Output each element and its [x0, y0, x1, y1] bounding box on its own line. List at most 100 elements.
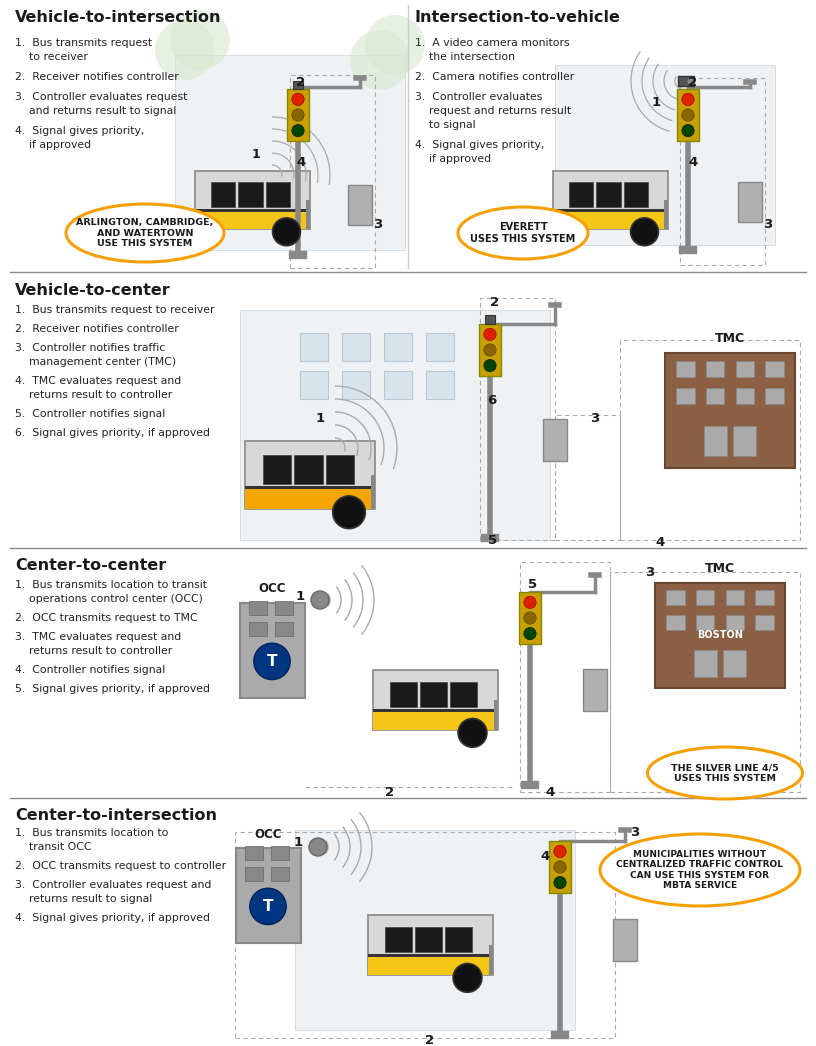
- Bar: [704, 426, 727, 456]
- Text: 3.  Controller evaluates request
    and returns result to signal: 3. Controller evaluates request and retu…: [15, 92, 188, 116]
- Text: 5: 5: [489, 535, 498, 547]
- Text: ARLINGTON, CAMBRIDGE,
AND WATERTOWN
USE THIS SYSTEM: ARLINGTON, CAMBRIDGE, AND WATERTOWN USE …: [77, 219, 214, 248]
- Bar: [384, 333, 412, 361]
- Bar: [249, 600, 268, 615]
- Text: 3: 3: [645, 567, 654, 579]
- Bar: [519, 592, 541, 644]
- Bar: [342, 371, 370, 399]
- Text: MUNICIPALITIES WITHOUT
CENTRALIZED TRAFFIC CONTROL
CAN USE THIS SYSTEM FOR
MBTA : MUNICIPALITIES WITHOUT CENTRALIZED TRAFF…: [617, 850, 783, 890]
- Circle shape: [250, 888, 286, 925]
- Text: TMC: TMC: [715, 332, 745, 344]
- Circle shape: [554, 877, 566, 889]
- Bar: [680, 78, 765, 265]
- Ellipse shape: [648, 747, 802, 799]
- Text: 4: 4: [655, 536, 664, 548]
- Circle shape: [554, 845, 566, 858]
- Text: 1: 1: [651, 96, 661, 110]
- Circle shape: [484, 344, 496, 356]
- Circle shape: [682, 109, 694, 121]
- Text: 4: 4: [540, 850, 550, 864]
- Bar: [485, 315, 495, 324]
- Bar: [342, 333, 370, 361]
- Text: 4.  Controller notifies signal: 4. Controller notifies signal: [15, 665, 166, 675]
- Bar: [706, 388, 725, 404]
- Bar: [295, 455, 322, 483]
- Bar: [665, 353, 795, 468]
- Bar: [489, 945, 493, 975]
- Bar: [723, 650, 746, 677]
- Bar: [287, 89, 309, 141]
- Bar: [736, 388, 754, 404]
- Bar: [266, 182, 290, 207]
- Bar: [676, 361, 694, 378]
- Text: 4.  Signal gives priority, if approved: 4. Signal gives priority, if approved: [15, 913, 210, 923]
- Text: 4: 4: [545, 787, 555, 799]
- Bar: [676, 388, 694, 404]
- Text: 2: 2: [296, 76, 305, 90]
- Bar: [390, 682, 417, 707]
- Bar: [555, 415, 620, 540]
- Bar: [583, 669, 607, 711]
- Text: 1: 1: [295, 590, 304, 602]
- Text: 1.  Bus transmits request
    to receiver: 1. Bus transmits request to receiver: [15, 38, 152, 62]
- Text: 2.  OCC transmits request to TMC: 2. OCC transmits request to TMC: [15, 613, 197, 623]
- Bar: [348, 185, 372, 225]
- Bar: [295, 829, 575, 1030]
- Circle shape: [155, 20, 215, 79]
- Bar: [623, 182, 649, 207]
- Bar: [240, 310, 550, 540]
- Bar: [238, 182, 263, 207]
- Text: 5.  Controller notifies signal: 5. Controller notifies signal: [15, 409, 166, 419]
- Text: 3.  Controller notifies traffic
    management center (TMC): 3. Controller notifies traffic managemen…: [15, 343, 176, 367]
- Bar: [293, 81, 303, 89]
- Bar: [420, 682, 447, 707]
- Bar: [367, 954, 493, 957]
- Text: Center-to-intersection: Center-to-intersection: [15, 808, 217, 823]
- Text: T: T: [263, 899, 273, 914]
- Text: Intersection-to-vehicle: Intersection-to-vehicle: [415, 10, 621, 25]
- Bar: [194, 208, 309, 211]
- Bar: [372, 712, 498, 730]
- Text: 6: 6: [487, 393, 497, 407]
- Bar: [696, 590, 714, 605]
- Circle shape: [524, 596, 536, 609]
- Bar: [569, 182, 593, 207]
- Text: 3.  TMC evaluates request and
    returns result to controller: 3. TMC evaluates request and returns res…: [15, 632, 181, 656]
- Bar: [235, 832, 615, 1038]
- Bar: [290, 75, 375, 268]
- Bar: [305, 200, 309, 229]
- Bar: [275, 621, 294, 636]
- Text: 1: 1: [251, 149, 260, 161]
- Bar: [552, 170, 667, 229]
- Text: 4: 4: [296, 156, 306, 168]
- Bar: [372, 709, 498, 712]
- Text: 3: 3: [590, 411, 600, 425]
- Circle shape: [687, 77, 695, 85]
- Text: Center-to-center: Center-to-center: [15, 558, 166, 573]
- Bar: [426, 371, 454, 399]
- Bar: [667, 590, 685, 605]
- Bar: [738, 182, 762, 222]
- Text: 2: 2: [490, 296, 499, 309]
- Text: 4.  Signal gives priority,
    if approved: 4. Signal gives priority, if approved: [15, 126, 144, 150]
- Circle shape: [292, 109, 304, 121]
- Circle shape: [350, 30, 410, 90]
- Ellipse shape: [458, 207, 588, 259]
- Text: OCC: OCC: [255, 827, 282, 841]
- Bar: [555, 65, 775, 245]
- Bar: [706, 361, 725, 378]
- Bar: [175, 55, 405, 250]
- Text: Vehicle-to-intersection: Vehicle-to-intersection: [15, 10, 221, 25]
- Text: 2: 2: [689, 76, 698, 90]
- Bar: [371, 475, 375, 509]
- Bar: [385, 927, 412, 952]
- Circle shape: [292, 93, 304, 106]
- Circle shape: [453, 963, 482, 993]
- Bar: [613, 919, 637, 961]
- Bar: [552, 208, 667, 211]
- Bar: [694, 650, 717, 677]
- Text: Vehicle-to-center: Vehicle-to-center: [15, 283, 171, 298]
- Text: 5.  Signal gives priority, if approved: 5. Signal gives priority, if approved: [15, 684, 210, 693]
- Bar: [549, 841, 571, 893]
- Bar: [725, 590, 744, 605]
